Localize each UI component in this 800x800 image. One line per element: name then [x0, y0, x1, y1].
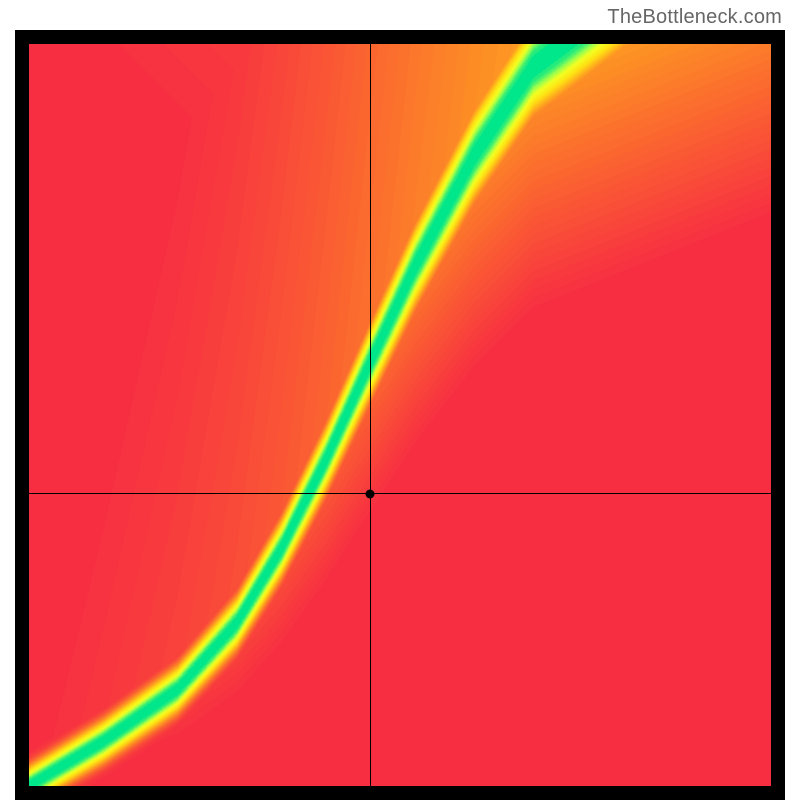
plot-area [29, 44, 771, 786]
chart-container: TheBottleneck.com [0, 0, 800, 800]
heatmap-canvas [29, 44, 771, 786]
plot-frame [15, 30, 785, 800]
watermark-text: TheBottleneck.com [607, 6, 782, 29]
crosshair-horizontal [29, 493, 771, 494]
crosshair-vertical [370, 44, 371, 786]
crosshair-dot [366, 489, 375, 498]
